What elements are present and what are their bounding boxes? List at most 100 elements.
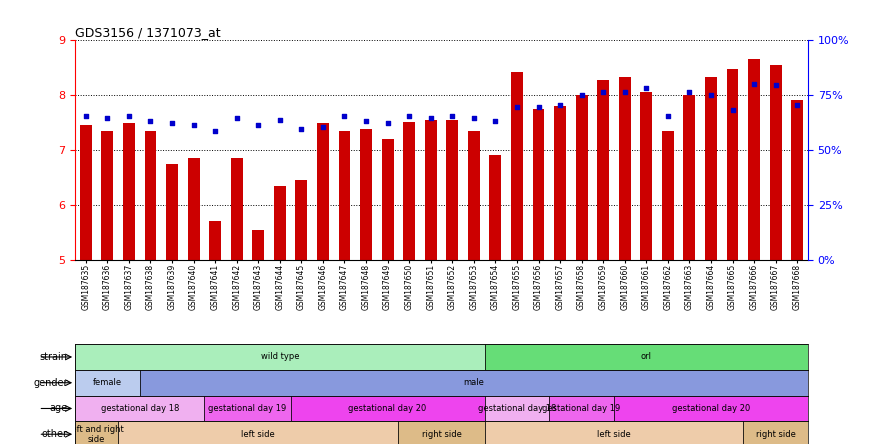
Bar xyxy=(296,180,307,260)
Bar xyxy=(425,119,437,260)
Bar xyxy=(683,95,695,260)
Point xyxy=(467,115,481,122)
Text: other: other xyxy=(42,429,68,439)
Point xyxy=(230,115,244,122)
Point xyxy=(143,118,157,125)
Bar xyxy=(123,123,135,260)
Bar xyxy=(398,421,485,444)
Point xyxy=(359,118,374,125)
Point xyxy=(660,112,675,119)
Point xyxy=(337,112,351,119)
Bar xyxy=(791,100,804,260)
Point xyxy=(488,118,502,125)
Bar xyxy=(75,396,204,421)
Bar xyxy=(485,396,549,421)
Text: male: male xyxy=(464,378,484,387)
Point xyxy=(747,80,761,87)
Bar xyxy=(662,131,674,260)
Bar xyxy=(485,421,743,444)
Bar xyxy=(705,77,717,260)
Point xyxy=(101,115,115,122)
Bar xyxy=(743,421,808,444)
Bar xyxy=(555,106,566,260)
Bar xyxy=(446,119,458,260)
Text: right side: right side xyxy=(421,430,462,439)
Text: gestational day 18: gestational day 18 xyxy=(478,404,556,413)
Point xyxy=(122,113,136,120)
Bar xyxy=(748,59,760,260)
Bar xyxy=(79,125,92,260)
Text: gestational day 19: gestational day 19 xyxy=(208,404,287,413)
Bar xyxy=(614,396,808,421)
Bar xyxy=(317,123,328,260)
Bar xyxy=(166,163,178,260)
Text: left side: left side xyxy=(597,430,630,439)
Bar xyxy=(274,186,286,260)
Bar xyxy=(253,230,264,260)
Bar xyxy=(485,344,808,370)
Text: GDS3156 / 1371073_at: GDS3156 / 1371073_at xyxy=(75,26,221,39)
Point xyxy=(252,122,266,129)
Bar xyxy=(468,131,479,260)
Bar xyxy=(381,139,394,260)
Bar xyxy=(511,72,523,260)
Bar xyxy=(640,92,653,260)
Bar xyxy=(532,109,545,260)
Text: gestational day 20: gestational day 20 xyxy=(349,404,426,413)
Bar xyxy=(145,131,156,260)
Point xyxy=(639,85,653,92)
Point xyxy=(294,125,308,132)
Bar xyxy=(576,95,587,260)
Point xyxy=(704,91,718,99)
Bar xyxy=(404,123,415,260)
Bar xyxy=(338,131,351,260)
Point xyxy=(165,120,179,127)
Text: gestational day 18: gestational day 18 xyxy=(101,404,179,413)
Text: orl: orl xyxy=(641,353,652,361)
Text: right side: right side xyxy=(756,430,796,439)
Bar xyxy=(75,344,485,370)
Point xyxy=(575,91,589,99)
Text: left and right
side: left and right side xyxy=(69,424,124,444)
Point xyxy=(790,101,804,108)
Point xyxy=(273,116,287,123)
Bar xyxy=(549,396,614,421)
Point xyxy=(186,122,200,129)
Point xyxy=(509,103,524,111)
Bar xyxy=(770,65,781,260)
Bar xyxy=(597,79,609,260)
Point xyxy=(683,89,697,96)
Bar xyxy=(489,155,502,260)
Bar xyxy=(75,370,140,396)
Point xyxy=(316,123,330,131)
Bar xyxy=(291,396,485,421)
Text: strain: strain xyxy=(40,352,68,362)
Point xyxy=(402,112,416,119)
Text: left side: left side xyxy=(241,430,275,439)
Text: gender: gender xyxy=(34,378,68,388)
Bar xyxy=(209,221,221,260)
Bar xyxy=(619,77,630,260)
Point xyxy=(553,101,567,108)
Text: gestational day 20: gestational day 20 xyxy=(672,404,750,413)
Text: age: age xyxy=(49,404,68,413)
Point xyxy=(424,115,438,122)
Bar xyxy=(188,158,200,260)
Bar xyxy=(204,396,291,421)
Point xyxy=(445,112,459,119)
Point xyxy=(768,81,782,88)
Point xyxy=(532,103,546,111)
Bar xyxy=(118,421,398,444)
Point xyxy=(618,89,632,96)
Bar xyxy=(75,421,118,444)
Point xyxy=(381,120,395,127)
Bar xyxy=(230,158,243,260)
Text: gestational day 19: gestational day 19 xyxy=(542,404,621,413)
Point xyxy=(208,127,223,134)
Point xyxy=(596,89,610,96)
Text: wild type: wild type xyxy=(260,353,299,361)
Text: female: female xyxy=(93,378,122,387)
Point xyxy=(79,112,93,119)
Bar xyxy=(360,129,372,260)
Point xyxy=(726,107,740,114)
